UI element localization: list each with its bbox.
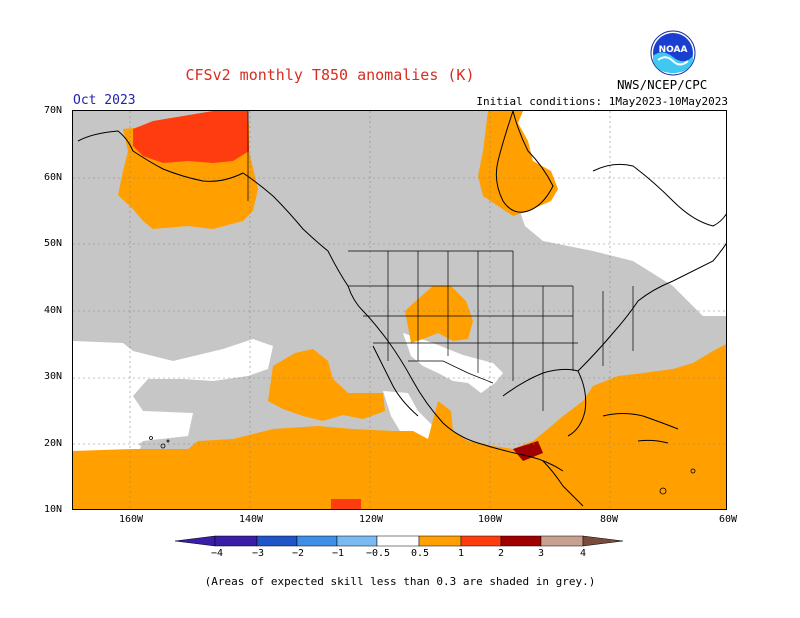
- lat-label: 10N: [44, 504, 63, 515]
- islands: [149, 436, 696, 495]
- colorbar-label: 1: [457, 548, 465, 559]
- white-region-canada: [493, 111, 726, 316]
- map-canvas: [73, 111, 726, 509]
- colorbar-swatch: [336, 535, 378, 547]
- lat-label: 60N: [44, 172, 63, 183]
- colorbar-arrow-high: [582, 535, 624, 547]
- skill-footnote: (Areas of expected skill less than 0.3 a…: [204, 575, 596, 588]
- colorbar-label: 3: [537, 548, 545, 559]
- lon-label: 100W: [477, 514, 503, 525]
- map-title: CFSv2 monthly T850 anomalies (K): [185, 66, 475, 84]
- colorbar-swatch: [500, 535, 542, 547]
- lon-label: 120W: [358, 514, 384, 525]
- hot-region-east-pacific: [331, 499, 361, 509]
- hot-region-alaska: [133, 111, 249, 163]
- colorbar-label: −2: [291, 548, 305, 559]
- colorbar-swatch: [256, 535, 298, 547]
- coastlines: [77, 111, 726, 507]
- lon-label: 60W: [718, 514, 738, 525]
- colorbar-arrow-low: [175, 535, 216, 547]
- warm-region-hudson: [478, 111, 558, 216]
- lon-label: 80W: [599, 514, 619, 525]
- warm-region-ne-pacific: [268, 349, 385, 421]
- colorbar-label: −0.5: [365, 548, 391, 559]
- colorbar-swatch: [376, 535, 420, 547]
- lon-label: 160W: [118, 514, 144, 525]
- lat-label: 20N: [44, 438, 63, 449]
- colorbar-label: −1: [331, 548, 345, 559]
- lat-label: 30N: [44, 371, 63, 382]
- colorbar-label: 2: [497, 548, 505, 559]
- anomaly-map: [72, 110, 727, 510]
- white-region-east-us: [673, 286, 726, 316]
- colorbar-swatch: [296, 535, 338, 547]
- white-region-pacific: [73, 339, 273, 451]
- colorbar: [175, 535, 624, 547]
- graticule: [73, 111, 726, 509]
- lat-label: 70N: [44, 105, 63, 116]
- warm-region-southwest-us: [405, 286, 473, 343]
- political-borders: [247, 111, 634, 411]
- colorbar-swatch: [460, 535, 502, 547]
- colorbar-label: −4: [210, 548, 224, 559]
- colorbar-label: 4: [579, 548, 587, 559]
- noaa-logo: NOAA: [650, 30, 696, 76]
- colorbar-label: −3: [251, 548, 265, 559]
- agency-label: NWS/NCEP/CPC: [617, 77, 708, 92]
- hot-region-gulf: [513, 441, 543, 461]
- lon-label: 140W: [238, 514, 264, 525]
- warm-region-tropics: [73, 344, 726, 509]
- lat-label: 40N: [44, 305, 63, 316]
- colorbar-swatch: [214, 535, 258, 547]
- initial-conditions: Initial conditions: 1May2023-10May2023: [476, 95, 728, 108]
- colorbar-swatch: [540, 535, 584, 547]
- valid-month: Oct 2023: [73, 93, 136, 108]
- colorbar-swatch: [418, 535, 462, 547]
- logo-text: NOAA: [659, 45, 688, 55]
- colorbar-label: 0.5: [410, 548, 430, 559]
- lat-label: 50N: [44, 238, 63, 249]
